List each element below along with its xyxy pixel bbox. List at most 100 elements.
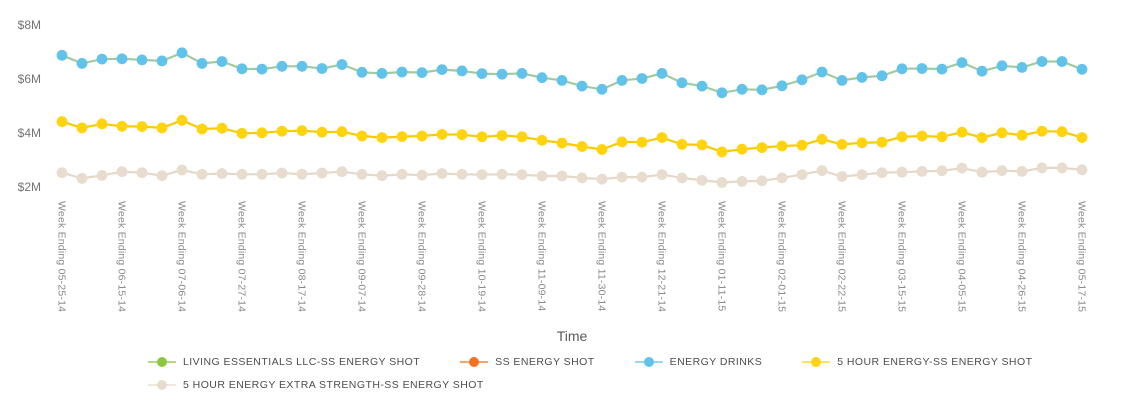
data-point[interactable]: [116, 120, 128, 132]
data-point[interactable]: [316, 63, 328, 74]
data-point[interactable]: [756, 84, 768, 96]
data-point[interactable]: [556, 137, 568, 149]
data-point[interactable]: [376, 170, 388, 182]
data-point[interactable]: [176, 47, 188, 59]
data-point[interactable]: [216, 122, 228, 134]
data-point[interactable]: [1076, 63, 1088, 75]
data-point[interactable]: [816, 66, 828, 78]
data-point[interactable]: [96, 118, 108, 130]
data-point[interactable]: [196, 123, 208, 135]
data-point[interactable]: [456, 65, 468, 77]
data-point[interactable]: [1036, 56, 1048, 67]
data-point[interactable]: [296, 60, 308, 72]
data-point[interactable]: [516, 131, 528, 143]
data-point[interactable]: [136, 121, 148, 132]
data-point[interactable]: [536, 170, 548, 182]
data-point[interactable]: [736, 176, 748, 187]
data-point[interactable]: [736, 83, 748, 95]
data-point[interactable]: [916, 130, 928, 142]
data-point[interactable]: [696, 139, 708, 151]
data-point[interactable]: [196, 168, 208, 180]
data-point[interactable]: [356, 168, 368, 180]
data-point[interactable]: [376, 132, 388, 144]
data-point[interactable]: [576, 172, 588, 184]
data-point[interactable]: [1056, 162, 1068, 174]
data-point[interactable]: [296, 168, 308, 180]
data-point[interactable]: [396, 66, 408, 78]
data-point[interactable]: [1056, 126, 1068, 138]
data-point[interactable]: [676, 139, 688, 150]
data-point[interactable]: [296, 125, 308, 136]
data-point[interactable]: [956, 57, 968, 68]
data-point[interactable]: [936, 165, 948, 177]
data-point[interactable]: [636, 73, 648, 84]
data-point[interactable]: [1016, 62, 1028, 73]
data-point[interactable]: [1076, 132, 1088, 144]
data-point[interactable]: [496, 130, 508, 141]
legend-item[interactable]: ENERGY DRINKS: [634, 356, 763, 368]
data-point[interactable]: [896, 131, 908, 143]
data-point[interactable]: [76, 58, 88, 69]
data-point[interactable]: [156, 122, 168, 134]
data-point[interactable]: [376, 68, 388, 79]
data-point[interactable]: [256, 63, 268, 75]
data-point[interactable]: [936, 131, 948, 143]
data-point[interactable]: [696, 80, 708, 92]
data-point[interactable]: [876, 136, 888, 148]
data-point[interactable]: [276, 167, 288, 179]
data-point[interactable]: [236, 63, 248, 75]
data-point[interactable]: [636, 136, 648, 148]
data-point[interactable]: [276, 125, 288, 137]
data-point[interactable]: [496, 168, 508, 180]
data-point[interactable]: [76, 173, 88, 184]
data-point[interactable]: [876, 167, 888, 179]
data-point[interactable]: [776, 80, 788, 92]
data-point[interactable]: [776, 172, 788, 184]
data-point[interactable]: [976, 65, 988, 77]
data-point[interactable]: [836, 75, 848, 86]
data-point[interactable]: [636, 171, 648, 183]
data-point[interactable]: [136, 167, 148, 179]
data-point[interactable]: [856, 169, 868, 181]
data-point[interactable]: [436, 168, 448, 179]
data-point[interactable]: [116, 166, 128, 178]
data-point[interactable]: [56, 49, 68, 61]
data-point[interactable]: [856, 72, 868, 83]
data-point[interactable]: [716, 87, 728, 99]
data-point[interactable]: [596, 173, 608, 185]
data-point[interactable]: [876, 70, 888, 82]
data-point[interactable]: [396, 168, 408, 180]
data-point[interactable]: [416, 130, 428, 142]
data-point[interactable]: [256, 127, 268, 139]
data-point[interactable]: [196, 58, 208, 69]
data-point[interactable]: [816, 165, 828, 177]
data-point[interactable]: [916, 166, 928, 177]
data-point[interactable]: [336, 59, 348, 70]
data-point[interactable]: [436, 129, 448, 140]
data-point[interactable]: [716, 177, 728, 188]
data-point[interactable]: [596, 144, 608, 155]
data-point[interactable]: [796, 74, 808, 86]
data-point[interactable]: [216, 56, 228, 67]
data-point[interactable]: [416, 67, 428, 78]
data-point[interactable]: [156, 170, 168, 182]
data-point[interactable]: [756, 142, 768, 154]
data-point[interactable]: [936, 63, 948, 75]
data-point[interactable]: [56, 167, 68, 179]
data-point[interactable]: [676, 77, 688, 89]
data-point[interactable]: [236, 168, 248, 180]
data-point[interactable]: [156, 55, 168, 67]
data-point[interactable]: [316, 167, 328, 179]
data-point[interactable]: [76, 122, 88, 134]
legend-item[interactable]: 5 HOUR ENERGY EXTRA STRENGTH-SS ENERGY S…: [148, 379, 484, 391]
data-point[interactable]: [536, 72, 548, 84]
data-point[interactable]: [656, 68, 668, 79]
data-point[interactable]: [616, 136, 628, 148]
data-point[interactable]: [56, 116, 68, 128]
data-point[interactable]: [836, 171, 848, 182]
data-point[interactable]: [916, 63, 928, 74]
data-point[interactable]: [776, 140, 788, 152]
data-point[interactable]: [356, 66, 368, 78]
data-point[interactable]: [576, 141, 588, 152]
data-point[interactable]: [236, 127, 248, 139]
